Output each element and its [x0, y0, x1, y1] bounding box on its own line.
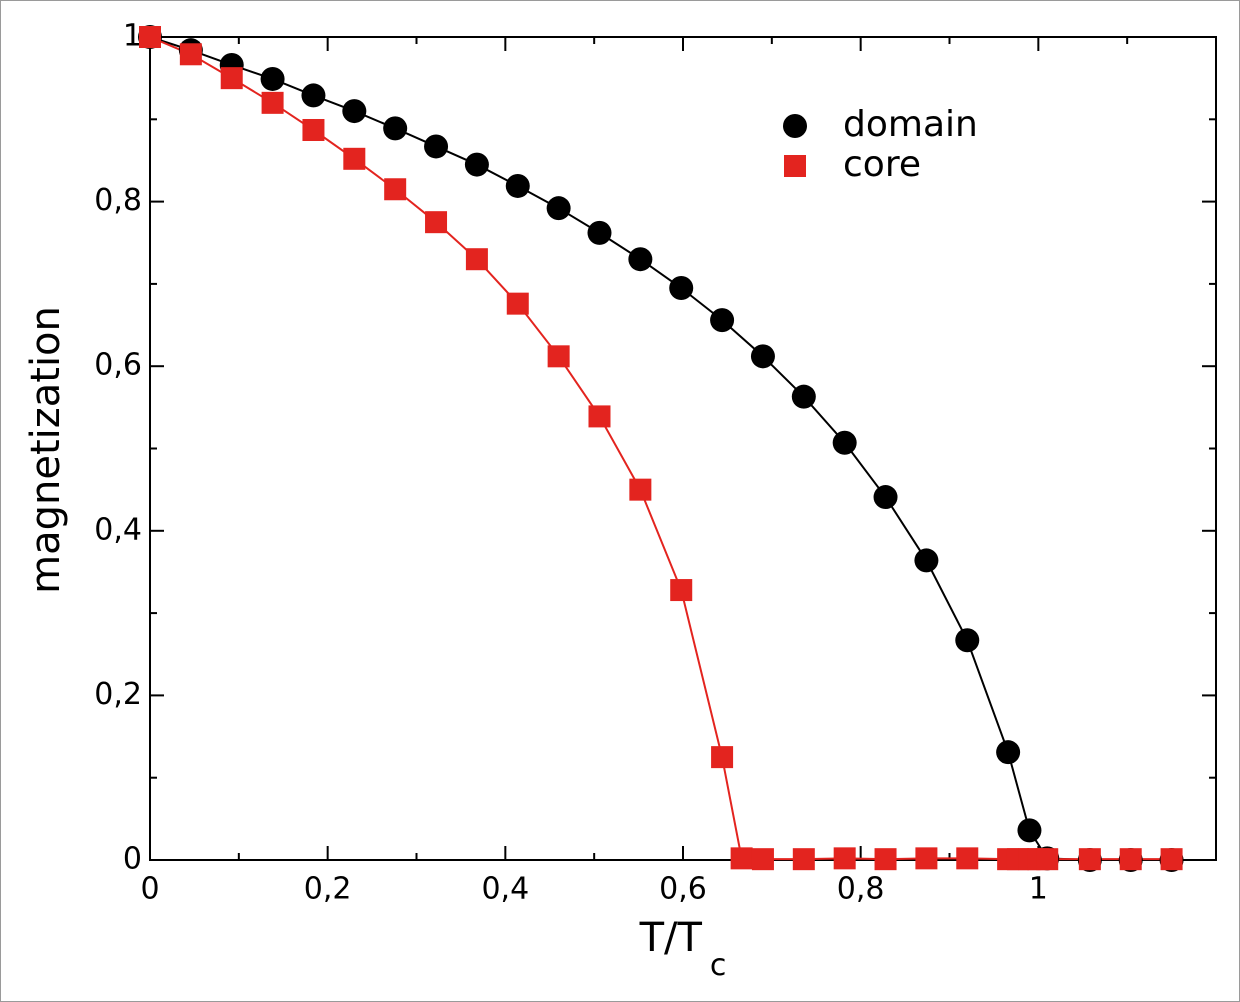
legend-marker	[784, 155, 806, 177]
marker	[179, 43, 202, 66]
marker	[730, 847, 753, 870]
marker	[628, 247, 653, 272]
x-tick-label: 0,6	[659, 872, 707, 907]
marker	[260, 66, 285, 91]
marker	[710, 308, 735, 333]
marker	[915, 847, 938, 870]
marker	[670, 579, 693, 602]
marker	[464, 152, 489, 177]
marker	[506, 292, 529, 315]
marker	[1036, 848, 1059, 871]
marker	[1119, 848, 1142, 871]
marker	[956, 847, 979, 870]
marker	[424, 134, 449, 159]
y-axis-title: magnetization	[23, 306, 69, 594]
y-tick-label: 0,8	[94, 183, 142, 218]
x-tick-label: 0,8	[837, 872, 885, 907]
marker	[669, 276, 694, 301]
marker	[874, 848, 897, 871]
legend-label: domain	[843, 104, 978, 145]
marker	[383, 116, 408, 141]
x-axis-title-sub: c	[710, 948, 727, 983]
marker	[750, 344, 775, 369]
x-axis-title: T/Tc	[639, 915, 727, 983]
marker	[873, 485, 898, 510]
marker	[384, 178, 407, 201]
x-tick-label: 0,4	[481, 872, 529, 907]
marker	[547, 345, 570, 368]
marker	[301, 83, 326, 108]
marker	[955, 628, 980, 653]
marker	[1017, 818, 1042, 843]
y-tick-label: 0,4	[94, 512, 142, 547]
marker	[914, 548, 939, 573]
x-tick-label: 0,2	[304, 872, 352, 907]
marker	[261, 91, 284, 114]
marker	[629, 478, 652, 501]
marker	[465, 248, 488, 271]
y-tick-label: 0,6	[94, 348, 142, 383]
marker	[1078, 848, 1101, 871]
marker	[546, 196, 571, 221]
marker	[343, 147, 366, 170]
y-tick-label: 0	[123, 842, 142, 877]
marker	[342, 99, 367, 124]
marker	[587, 220, 612, 245]
marker	[1160, 848, 1183, 871]
y-tick-label: 1	[123, 19, 142, 54]
legend-label: core	[843, 144, 921, 185]
marker	[792, 848, 815, 871]
marker	[505, 173, 530, 198]
marker	[711, 746, 734, 769]
x-tick-label: 0	[140, 872, 159, 907]
x-tick-label: 1	[1029, 872, 1048, 907]
y-tick-label: 0,2	[94, 677, 142, 712]
marker	[220, 67, 243, 90]
marker	[832, 430, 857, 455]
marker	[588, 405, 611, 428]
marker	[139, 26, 161, 48]
marker	[833, 847, 856, 870]
marker	[302, 118, 325, 141]
marker	[425, 211, 448, 234]
x-axis-title-main: T/T	[639, 915, 703, 961]
marker	[791, 384, 816, 409]
marker	[751, 848, 774, 871]
legend-marker	[783, 114, 807, 138]
marker	[996, 740, 1021, 765]
